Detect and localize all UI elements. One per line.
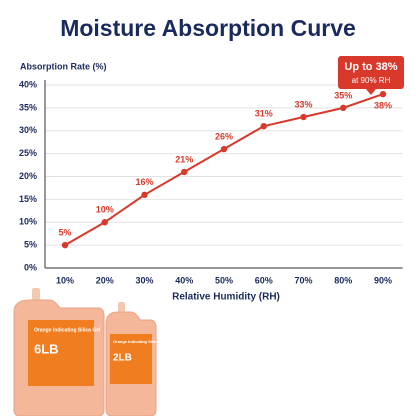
- jug-cap: [32, 288, 40, 300]
- x-tick-label: 40%: [175, 275, 193, 285]
- x-tick-label: 70%: [294, 275, 312, 285]
- callout-box: [338, 56, 404, 89]
- point: [61, 241, 69, 249]
- x-tick-label: 80%: [334, 275, 352, 285]
- point: [220, 145, 228, 153]
- product-weight: 6LB: [34, 341, 59, 356]
- x-tick-label: 30%: [135, 275, 153, 285]
- data-label: 5%: [58, 228, 71, 238]
- data-label: 38%: [374, 101, 392, 111]
- data-label: 21%: [175, 154, 193, 164]
- data-label: 10%: [96, 205, 114, 215]
- product-name: Orange Indicating Silica Gel: [113, 339, 166, 344]
- point: [379, 90, 387, 98]
- data-label: 26%: [215, 131, 233, 141]
- data-label: 16%: [135, 177, 153, 187]
- y-tick-label: 0%: [24, 262, 37, 272]
- product-6lb: Orange Indicating Silica Gel 6LB: [13, 288, 105, 416]
- x-tick-label: 90%: [374, 275, 392, 285]
- y-tick-label: 20%: [19, 171, 37, 181]
- x-tick-label: 50%: [215, 275, 233, 285]
- y-tick-label: 25%: [19, 148, 37, 158]
- product-weight: 2LB: [113, 353, 132, 364]
- x-tick-label: 60%: [255, 275, 273, 285]
- data-label: 31%: [255, 109, 273, 119]
- point: [141, 191, 148, 198]
- y-tick-label: 10%: [19, 217, 37, 227]
- jug-cap: [118, 302, 125, 312]
- y-tick-label: 5%: [24, 240, 37, 250]
- point: [340, 104, 347, 112]
- point: [101, 219, 108, 226]
- chart-title: Moisture Absorption Curve: [60, 15, 356, 41]
- point: [300, 113, 307, 121]
- jug-label: [110, 334, 152, 384]
- y-tick-label: 35%: [19, 102, 37, 112]
- point: [260, 122, 267, 130]
- product-name: Orange Indicating Silica Gel: [34, 327, 101, 333]
- data-label: 35%: [334, 90, 352, 100]
- callout: Up to 38% at 90% RH: [338, 56, 404, 95]
- point: [181, 168, 188, 176]
- x-tick-label: 10%: [56, 275, 74, 285]
- x-axis-label: Relative Humidity (RH): [172, 292, 280, 303]
- callout-title: Up to 38%: [344, 61, 397, 73]
- y-axis-label: Absorption Rate (%): [20, 61, 107, 71]
- callout-pointer: [366, 89, 376, 95]
- y-tick-label: 30%: [19, 125, 37, 135]
- data-label: 33%: [294, 99, 312, 109]
- y-tick-label: 15%: [19, 194, 37, 204]
- x-tick-label: 20%: [96, 275, 114, 285]
- jug-label: [28, 320, 94, 386]
- y-tick-label: 40%: [19, 79, 37, 89]
- product-2lb: Orange Indicating Silica Gel 2LB: [105, 302, 166, 416]
- callout-subtitle: at 90% RH: [352, 76, 391, 85]
